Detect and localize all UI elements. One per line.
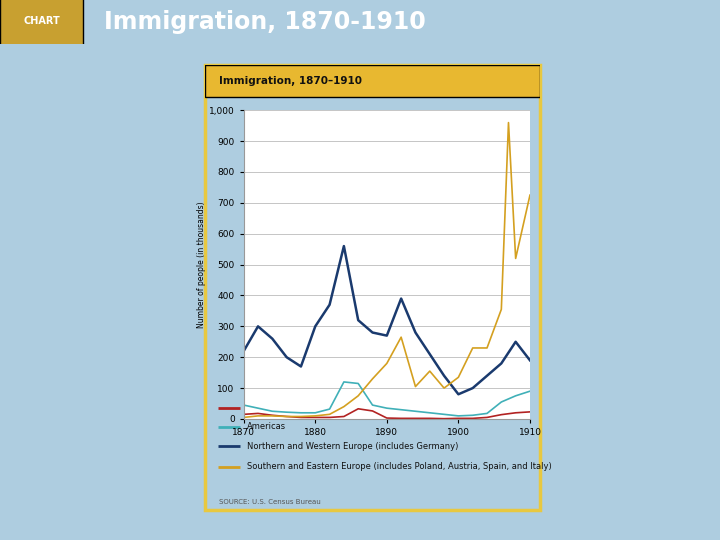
Text: Americas: Americas (247, 422, 286, 431)
Text: Immigration, 1870-1910: Immigration, 1870-1910 (104, 10, 426, 34)
FancyBboxPatch shape (205, 65, 540, 97)
Text: SOURCE: U.S. Census Bureau: SOURCE: U.S. Census Bureau (219, 499, 320, 505)
Text: Asia: Asia (247, 403, 264, 413)
Text: Immigration, 1870–1910: Immigration, 1870–1910 (219, 76, 361, 86)
Text: Southern and Eastern Europe (includes Poland, Austria, Spain, and Italy): Southern and Eastern Europe (includes Po… (247, 462, 552, 471)
Text: CHART: CHART (23, 16, 60, 26)
Text: Northern and Western Europe (includes Germany): Northern and Western Europe (includes Ge… (247, 442, 458, 450)
FancyBboxPatch shape (0, 0, 83, 49)
Y-axis label: Number of people (in thousands): Number of people (in thousands) (197, 201, 206, 328)
